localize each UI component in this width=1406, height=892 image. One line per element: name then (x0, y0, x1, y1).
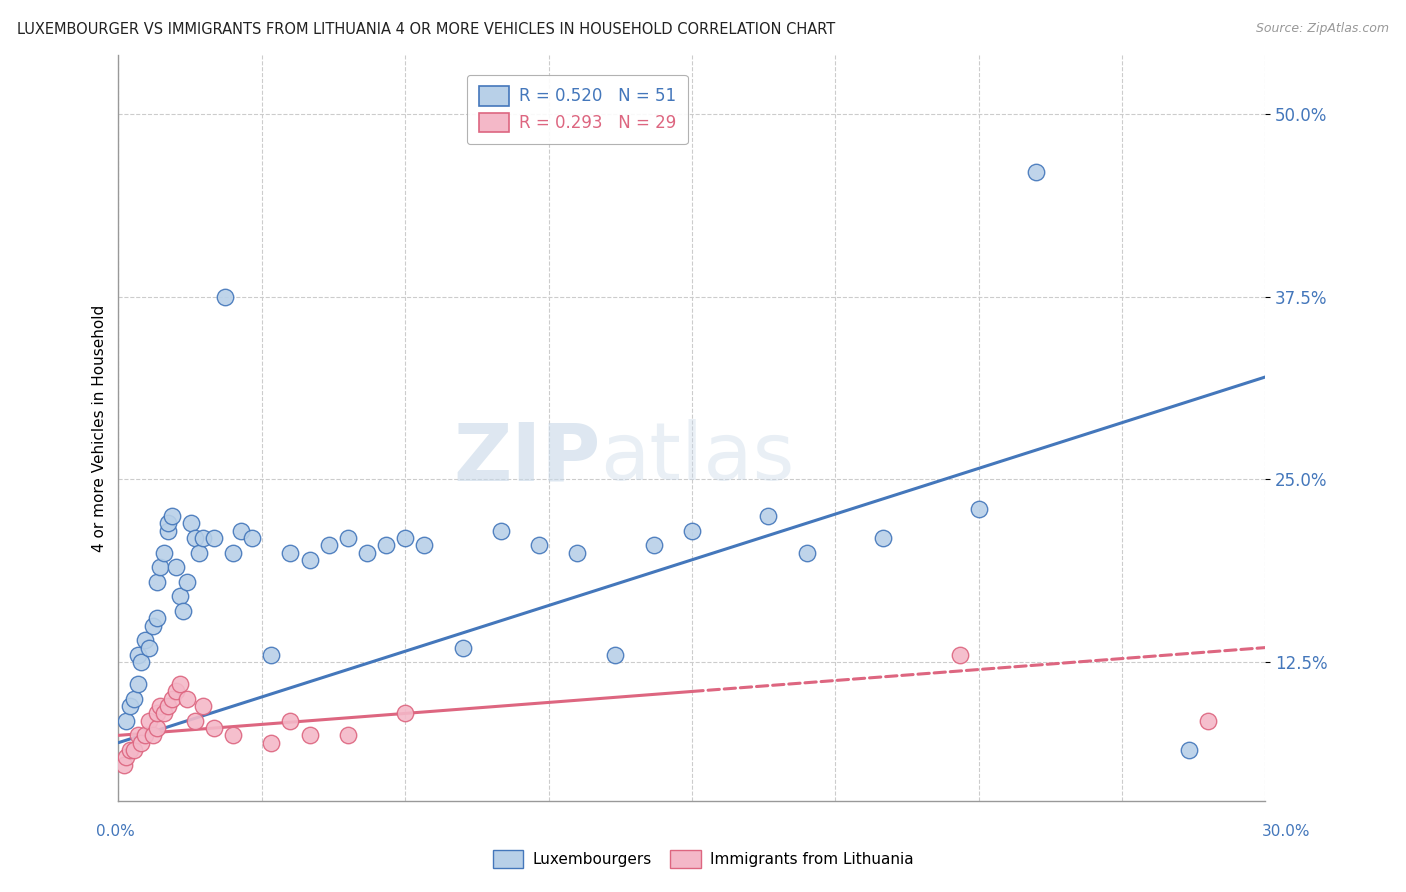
Point (115, 714, 138, 728)
Point (122, 743, 145, 757)
Point (298, 728, 321, 742)
Point (131, 655, 153, 669)
Point (280, 545, 302, 559)
Point (112, 757, 135, 772)
Point (240, 531, 263, 545)
Point (214, 289, 236, 303)
Point (527, 538, 550, 552)
Point (1025, 165, 1047, 179)
Point (643, 538, 665, 552)
Point (149, 699, 172, 714)
Point (394, 706, 416, 721)
Point (756, 508, 779, 523)
Point (145, 706, 167, 721)
Point (948, 648, 970, 662)
Point (336, 531, 359, 545)
Point (451, 640, 474, 655)
Point (153, 545, 176, 559)
Legend: Luxembourgers, Immigrants from Lithuania: Luxembourgers, Immigrants from Lithuania (486, 844, 920, 873)
Point (318, 538, 340, 552)
Point (142, 618, 165, 632)
Point (118, 699, 141, 714)
Point (149, 560, 172, 574)
Point (202, 531, 225, 545)
Point (145, 721, 167, 735)
Point (184, 531, 207, 545)
Point (1178, 743, 1201, 757)
Point (187, 545, 209, 559)
Point (115, 750, 138, 764)
Point (280, 714, 302, 728)
Point (202, 721, 225, 735)
Point (127, 677, 149, 691)
Point (157, 699, 180, 714)
Point (138, 640, 160, 655)
Point (118, 743, 141, 757)
Point (134, 633, 156, 648)
Point (131, 736, 153, 750)
Point (127, 728, 149, 742)
Point (176, 691, 198, 706)
Point (160, 691, 183, 706)
Point (160, 508, 183, 523)
Point (681, 524, 703, 538)
Point (184, 714, 207, 728)
Text: 30.0%: 30.0% (1263, 824, 1310, 838)
Text: ZIP: ZIP (453, 419, 600, 497)
Point (172, 604, 194, 618)
Point (157, 524, 180, 538)
Text: LUXEMBOURGER VS IMMIGRANTS FROM LITHUANIA 4 OR MORE VEHICLES IN HOUSEHOLD CORREL: LUXEMBOURGER VS IMMIGRANTS FROM LITHUANI… (17, 22, 835, 37)
Text: 0.0%: 0.0% (96, 824, 135, 838)
Text: atlas: atlas (600, 419, 794, 497)
Point (222, 545, 245, 559)
Point (356, 545, 378, 559)
Point (375, 538, 398, 552)
Point (157, 516, 180, 531)
Point (1197, 714, 1219, 728)
Legend: R = 0.520   N = 51, R = 0.293   N = 29: R = 0.520 N = 51, R = 0.293 N = 29 (467, 75, 688, 144)
Point (394, 531, 416, 545)
Point (191, 531, 214, 545)
Point (567, 545, 589, 559)
Point (260, 736, 283, 750)
Point (165, 684, 187, 698)
Point (145, 611, 167, 625)
Point (145, 574, 167, 589)
Point (222, 728, 245, 742)
Point (127, 648, 149, 662)
Point (134, 728, 156, 742)
Point (489, 524, 512, 538)
Point (180, 516, 202, 531)
Text: Source: ZipAtlas.com: Source: ZipAtlas.com (1256, 22, 1389, 36)
Point (229, 524, 252, 538)
Point (176, 574, 198, 589)
Point (413, 538, 436, 552)
Point (605, 648, 627, 662)
Point (336, 728, 359, 742)
Point (142, 728, 165, 742)
Point (122, 691, 145, 706)
Point (796, 545, 818, 559)
Point (169, 677, 191, 691)
Point (967, 501, 990, 516)
Point (138, 714, 160, 728)
Point (260, 648, 283, 662)
Point (298, 553, 321, 567)
Point (169, 590, 191, 604)
Point (191, 699, 214, 714)
Point (872, 531, 894, 545)
Point (165, 560, 187, 574)
Y-axis label: 4 or more Vehicles in Household: 4 or more Vehicles in Household (93, 304, 107, 552)
Point (153, 706, 176, 721)
